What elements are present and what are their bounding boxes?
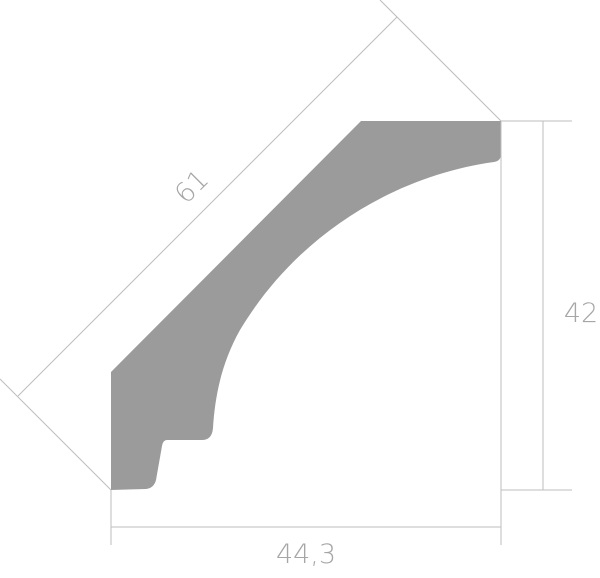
diagonal-label: 61 <box>169 164 215 210</box>
diagonal-dimension-line <box>17 16 398 397</box>
extension-line <box>0 378 112 491</box>
height-label: 42 <box>564 298 598 329</box>
cornice-profile-shape <box>111 121 501 490</box>
dimension-lines <box>0 0 572 545</box>
width-label: 44,3 <box>276 539 336 570</box>
extension-line <box>379 0 502 122</box>
